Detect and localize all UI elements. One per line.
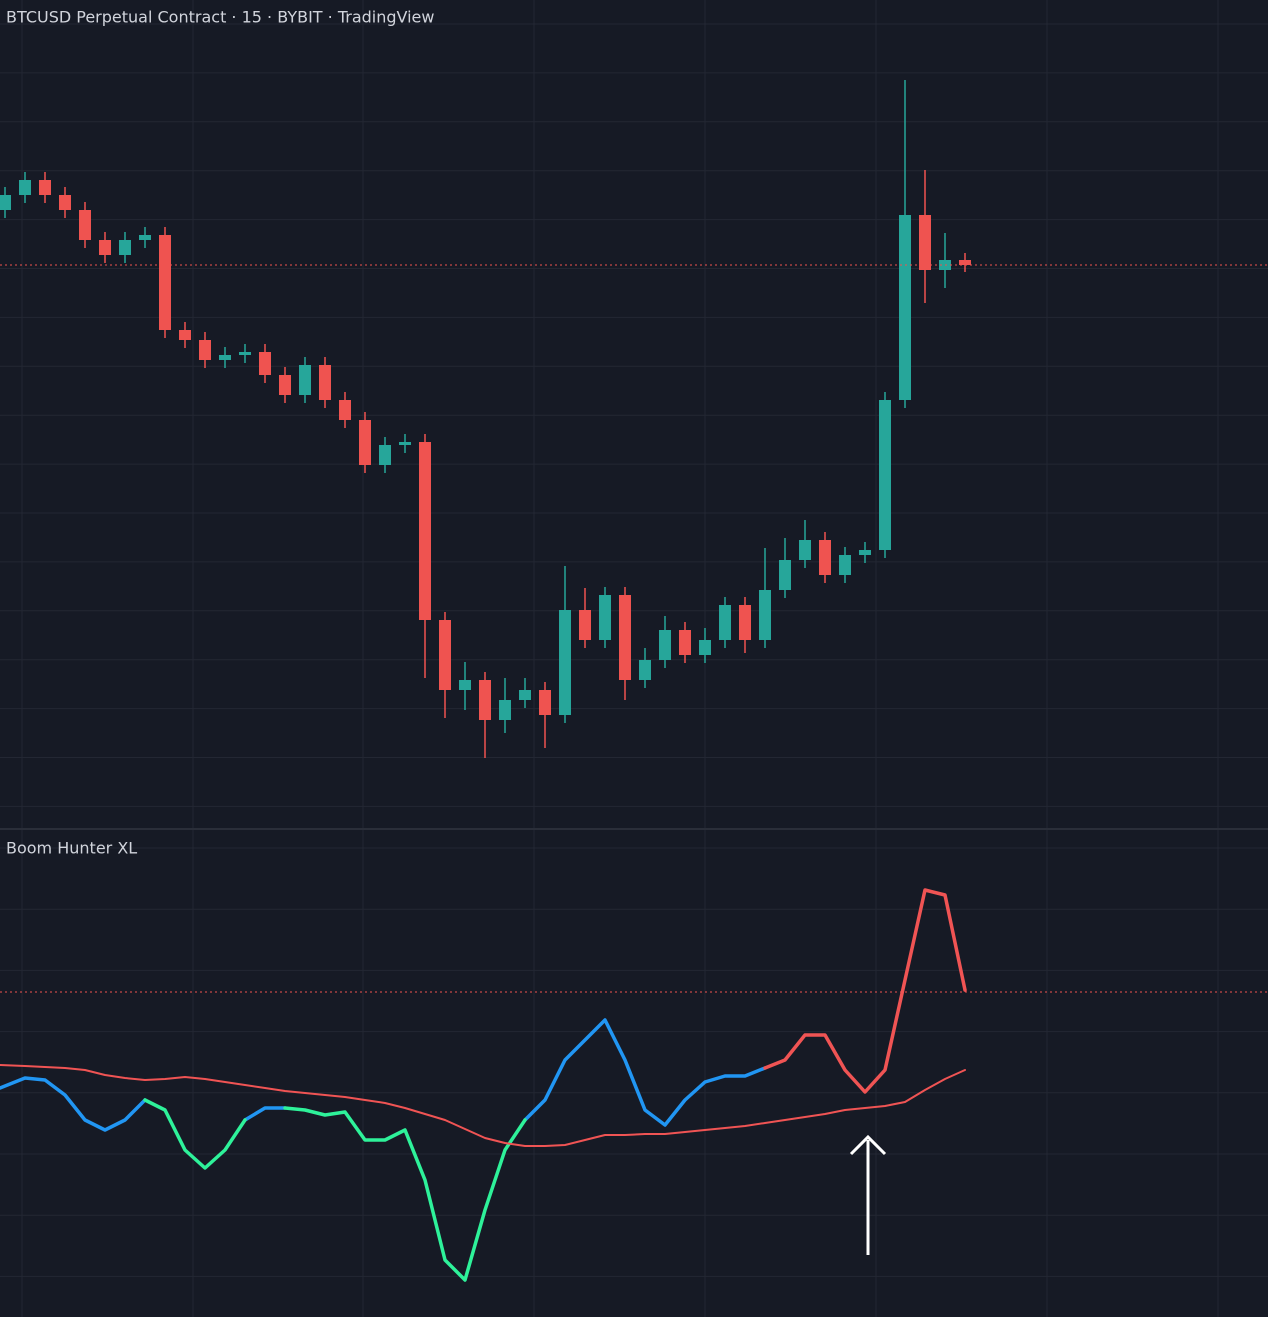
candle-body [659, 630, 671, 660]
candle-body [339, 400, 351, 420]
candle-body [899, 215, 911, 400]
candle-body [219, 355, 231, 360]
candle-body [439, 620, 451, 690]
candle-body [679, 630, 691, 655]
candle-body [19, 180, 31, 195]
candle-body [479, 680, 491, 720]
candle-body [579, 610, 591, 640]
candle-body [379, 445, 391, 465]
candle-body [399, 442, 411, 445]
candle-body [39, 180, 51, 195]
candle-body [159, 235, 171, 330]
candle-body [59, 195, 71, 210]
candle-body [319, 365, 331, 400]
oscillator-line [0, 1018, 767, 1132]
candle-body [699, 640, 711, 655]
oscillator-line [763, 888, 967, 1094]
annotation-arrow [849, 1134, 887, 1255]
candle-body [0, 195, 11, 210]
candle-body [879, 400, 891, 550]
candle-body [719, 605, 731, 640]
candle-body [919, 215, 931, 270]
candle-body [759, 590, 771, 640]
candle-body [599, 595, 611, 640]
candle-body [559, 610, 571, 715]
candle-body [259, 352, 271, 375]
candle-body [79, 210, 91, 240]
candle-body [299, 365, 311, 395]
candle-body [619, 595, 631, 680]
candle-body [139, 235, 151, 240]
candle-body [179, 330, 191, 340]
candle-body [279, 375, 291, 395]
candle-body [499, 700, 511, 720]
candle-body [359, 420, 371, 465]
candle-body [839, 555, 851, 575]
candle-body [539, 690, 551, 715]
symbol-title: BTCUSD Perpetual Contract · 15 · BYBIT ·… [6, 8, 434, 27]
candle-body [419, 442, 431, 620]
candle-body [239, 352, 251, 355]
signal-line [0, 1064, 966, 1147]
candle-body [639, 660, 651, 680]
candle-body [799, 540, 811, 560]
candle-body [99, 240, 111, 255]
indicator-title: Boom Hunter XL [6, 839, 137, 858]
candle-body [199, 340, 211, 360]
candle-body [779, 560, 791, 590]
candle-body [459, 680, 471, 690]
candle-body [959, 260, 971, 265]
oscillator-line [143, 1098, 527, 1282]
candle-body [859, 550, 871, 555]
candle-body [739, 605, 751, 640]
candle-body [119, 240, 131, 255]
candle-body [519, 690, 531, 700]
candle-body [819, 540, 831, 575]
